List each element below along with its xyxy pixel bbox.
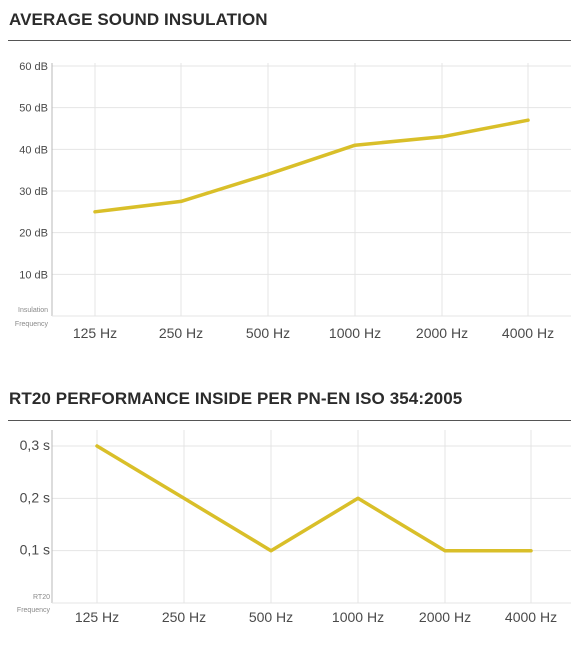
corner-label: Insulation	[18, 307, 48, 314]
x-tick-label: 1000 Hz	[332, 609, 384, 625]
chart-1-sound-insulation: 10 dB 20 dB 30 dB 40 dB 50 dB 60 dB Insulation…	[15, 61, 571, 341]
y-tick-label: 30 dB	[19, 186, 48, 198]
chart-1-gridlines	[52, 63, 571, 316]
y-tick-label: 0,2 s	[20, 489, 50, 505]
x-tick-label: 500 Hz	[246, 325, 290, 341]
y-tick-label: 60 dB	[19, 61, 48, 73]
x-tick-label: 125 Hz	[73, 325, 117, 341]
y-tick-label: 50 dB	[19, 103, 48, 115]
x-tick-label: 250 Hz	[159, 325, 203, 341]
chart-1-title: AVERAGE SOUND INSULATION	[9, 10, 268, 29]
chart-2-gridlines	[52, 430, 571, 603]
y-tick-label: 40 dB	[19, 144, 48, 156]
chart-2-title: RT20 PERFORMANCE INSIDE PER PN-EN ISO 35…	[9, 389, 463, 408]
corner-label: RT20	[33, 594, 50, 601]
chart-2-title-rule	[8, 420, 571, 421]
x-tick-label: 2000 Hz	[419, 609, 471, 625]
y-tick-label: 20 dB	[19, 228, 48, 240]
series-line	[93, 118, 530, 214]
y-tick-label: 0,3 s	[20, 437, 50, 453]
series-line	[95, 444, 533, 553]
x-tick-label: 1000 Hz	[329, 325, 381, 341]
corner-label: Frequency	[17, 607, 51, 614]
x-tick-label: 4000 Hz	[502, 325, 554, 341]
x-tick-label: 4000 Hz	[505, 609, 557, 625]
x-tick-label: 125 Hz	[75, 609, 119, 625]
chart-1-title-rule	[8, 40, 571, 41]
y-tick-label: 10 dB	[19, 269, 48, 281]
x-tick-label: 250 Hz	[162, 609, 206, 625]
x-tick-label: 2000 Hz	[416, 325, 468, 341]
corner-label: Frequency	[15, 321, 49, 328]
x-tick-label: 500 Hz	[249, 609, 293, 625]
y-tick-label: 0,1 s	[20, 542, 50, 558]
